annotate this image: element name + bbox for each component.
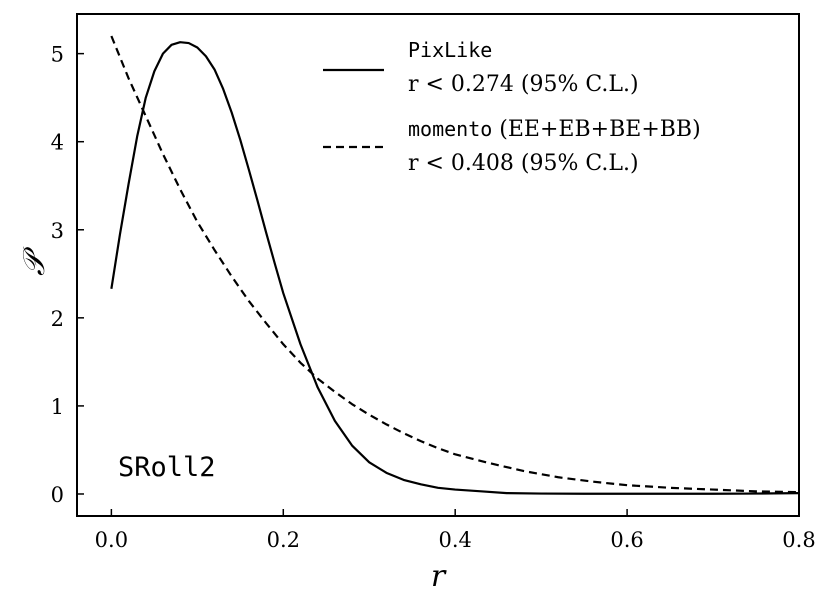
legend-entry-momento-text: (EE+EB+BE+BB) — [492, 117, 700, 142]
legend-entry-momento-limit: r < 0.408 (95% C.L.) — [408, 151, 639, 176]
y-axis-label: 𝒫 — [17, 246, 52, 276]
y-tick-label: 4 — [51, 131, 64, 155]
series-line-pixlike — [110, 41, 800, 495]
x-tick-label: 0.4 — [438, 528, 471, 552]
y-tick-label: 1 — [51, 395, 64, 419]
y-tick-label: 0 — [51, 483, 64, 507]
legend-entry-pixlike-code: PixLike — [408, 38, 492, 62]
plot-frame — [76, 13, 800, 517]
annotation-label: SRoll2 — [118, 452, 216, 483]
series-layer — [110, 35, 800, 495]
ticks-layer: 0.0 0.2 0.4 0.6 0.8 0 1 2 3 4 5 — [51, 43, 816, 552]
legend-entry-pixlike-limit: r < 0.274 (95% C.L.) — [408, 72, 639, 97]
x-tick-label: 0.0 — [95, 528, 128, 552]
x-tick-label: 0.8 — [782, 528, 815, 552]
legend-entry-momento-code: momento — [408, 117, 492, 141]
x-axis-label: r — [431, 559, 447, 594]
y-tick-label: 5 — [51, 43, 64, 67]
legend-entry-momento-name: momento (EE+EB+BE+BB) — [408, 117, 701, 142]
y-tick-label: 3 — [51, 219, 64, 243]
legend: PixLike r < 0.274 (95% C.L.) momento (EE… — [323, 38, 701, 176]
legend-entry-pixlike-name: PixLike — [408, 38, 492, 62]
x-tick-label: 0.2 — [267, 528, 300, 552]
plot-area — [77, 14, 799, 516]
series-line-momento — [110, 35, 800, 494]
x-tick-label: 0.6 — [610, 528, 643, 552]
y-tick-label: 2 — [51, 307, 64, 331]
